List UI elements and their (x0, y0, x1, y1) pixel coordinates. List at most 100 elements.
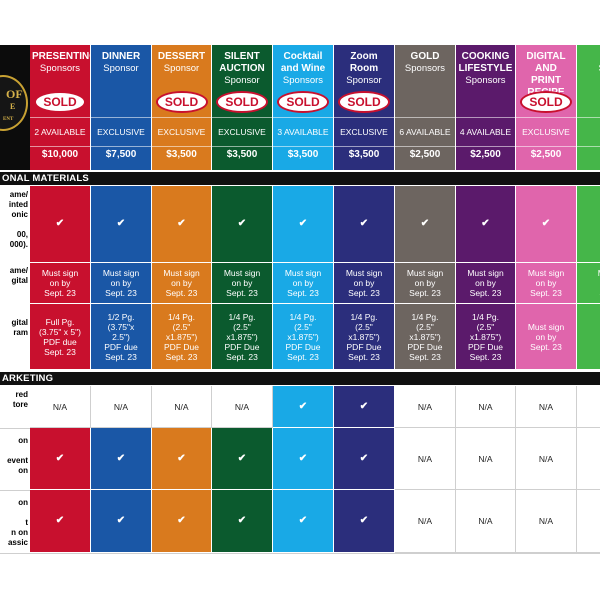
sponsor-price: $2,500 (530, 149, 562, 160)
sponsor-price: $3,500 (166, 149, 197, 160)
benefit-cell: Must sign on by Sept. 23 (516, 263, 577, 304)
availability-text: 4 A (577, 117, 600, 147)
check-icon: ✔ (30, 186, 91, 263)
sponsor-name-text: Zoom Room (349, 51, 379, 74)
sold-badge: SOLD (155, 91, 208, 113)
sponsor-name: DESSERT Sponsor (154, 51, 209, 75)
sponsor-name: Zoom Room Sponsor (336, 51, 392, 87)
na-cell: N (577, 428, 600, 490)
benefit-cell: Must sign on by Sept. 23 (334, 263, 395, 304)
sponsor-price: $3,500 (348, 149, 380, 160)
sponsor-name-text: PRESENTING (32, 51, 91, 62)
sponsor-tier-label: Spo (1 (579, 63, 600, 87)
sponsor-name-text: DINNER (101, 51, 141, 62)
sponsor-tier-label: Sponsors (39, 63, 81, 74)
row-label-marketing-1: red tore (12, 390, 28, 409)
logo-text-1: OF (6, 87, 23, 101)
check-icon: ✔ (152, 490, 212, 553)
sponsor-name: Cocktail and Wine Sponsors (275, 51, 331, 87)
benefit-cell: 1/4 Pg. (2.5" x1.875") PDF Due Sept. 23 (212, 304, 273, 370)
benefit-cell: 1/4 Pg. (2.5" x1.875") PDF Due Sept. 23 (456, 304, 516, 370)
check-icon: ✔ (516, 186, 577, 263)
sponsor-column-header: MSpo (1 4 A $ (577, 45, 600, 170)
na-cell: N/A (395, 428, 456, 490)
sponsor-column-header: DESSERT Sponsor SOLD EXCLUSIVE $3,500 (152, 45, 212, 170)
availability-text: EXCLUSIVE (152, 117, 211, 147)
check-icon: ✔ (577, 186, 600, 263)
logo-text-2: E (10, 102, 16, 111)
sponsor-price: $ (577, 149, 600, 160)
sponsor-tier-label: Sponsors (404, 63, 446, 74)
availability-text: EXCLUSIVE (91, 117, 151, 147)
na-cell: N/A (516, 386, 577, 428)
sponsor-price: $3,500 (287, 149, 319, 160)
sponsor-tier-label: Sponsor (224, 75, 260, 86)
check-icon: ✔ (91, 186, 152, 263)
section-header-marketing: ARKETING (0, 372, 600, 385)
benefit-cell: Must sign on by Sept. 23 (30, 263, 91, 304)
benefit-cell: Must sign on by Sept. 23 (212, 263, 273, 304)
benefit-cell: Must sign on by Sept. 23 (395, 263, 456, 304)
availability-text: EXCLUSIVE (212, 117, 272, 147)
sponsor-name: SILENT AUCTION Sponsor (214, 51, 270, 87)
benefit-cell: 1/4 Pg. (2.5" x1.875") PDF Due Sept. 23 (334, 304, 395, 370)
availability-text: 4 AVAILABLE (456, 117, 515, 147)
check-icon: ✔ (334, 186, 395, 263)
sponsor-column-header: Cocktail and Wine Sponsors SOLD 3 AVAILABLE… (273, 45, 334, 170)
benefit-cell: Full Pg. (3.75" x 5") PDF due Sept. 23 (30, 304, 91, 370)
check-icon: ✔ (273, 186, 334, 263)
na-cell: N (577, 490, 600, 553)
sponsor-column-header: SILENT AUCTION Sponsor SOLD EXCLUSIVE $3,500 (212, 45, 273, 170)
na-cell: N/A (91, 386, 152, 428)
benefit-cell: M o S (577, 304, 600, 370)
sponsor-price: $2,500 (409, 149, 441, 160)
availability-text: 2 AVAILABLE (30, 117, 90, 147)
check-icon: ✔ (334, 386, 395, 428)
check-icon: ✔ (30, 490, 91, 553)
benefit-cell: Must sign on by Sept. 23 (152, 263, 212, 304)
sold-badge: SOLD (277, 91, 329, 113)
sponsor-name: PRESENTING Sponsors (32, 51, 91, 75)
sponsor-column-header: Zoom Room Sponsor SOLD EXCLUSIVE $3,500 (334, 45, 395, 170)
sponsor-tier-label: Sponsor (346, 75, 382, 86)
sponsor-tier-label: Sponsors (282, 75, 324, 86)
check-icon: ✔ (91, 490, 152, 553)
sponsor-price: $3,500 (226, 149, 258, 160)
section-header-materials: ONAL MATERIALS (0, 172, 600, 185)
benefit-cell: Must sign on by Sept. 23 (516, 304, 577, 370)
sponsor-price: $7,500 (105, 149, 137, 160)
na-cell: N (577, 386, 600, 428)
benefit-cell: 1/4 Pg. (2.5" x1.875") PDF Due Sept. 23 (152, 304, 212, 370)
check-icon: ✔ (212, 490, 273, 553)
sponsor-tier-label: Sponsors (465, 75, 506, 86)
availability-text: 3 AVAILABLE (273, 117, 333, 147)
sponsor-name-text: Cocktail and Wine (280, 51, 326, 74)
check-icon: ✔ (152, 186, 212, 263)
check-icon: ✔ (334, 490, 395, 553)
sponsor-name-text: GOLD (410, 51, 440, 62)
na-cell: N/A (395, 386, 456, 428)
na-cell: N/A (152, 386, 212, 428)
sold-badge: SOLD (216, 91, 268, 113)
sponsor-price: $2,500 (470, 149, 501, 160)
availability-text: 6 AVAILABLE (395, 117, 455, 147)
logo-text-3: ENT (3, 117, 14, 122)
check-icon: ✔ (456, 186, 516, 263)
na-cell: N/A (395, 490, 456, 553)
na-cell: N/A (212, 386, 273, 428)
sponsor-tier-label: Sponsor (163, 63, 200, 74)
sponsor-tier-label: Sponsor (103, 63, 139, 74)
availability-text: EXCLUSIVE (516, 117, 576, 147)
na-cell: N/A (456, 428, 516, 490)
availability-text: EXCLUSIVE (334, 117, 394, 147)
na-cell: N/A (516, 428, 577, 490)
row-label-marketing-2: on event on (7, 436, 28, 475)
na-cell: N/A (456, 490, 516, 553)
check-icon: ✔ (30, 428, 91, 490)
benefit-cell: 1/2 Pg. (3.75"x 2.5") PDF due Sept. 23 (91, 304, 152, 370)
check-icon: ✔ (212, 186, 273, 263)
sponsor-name-text: DESSERT (157, 51, 206, 62)
na-cell: N/A (456, 386, 516, 428)
check-icon: ✔ (395, 186, 456, 263)
